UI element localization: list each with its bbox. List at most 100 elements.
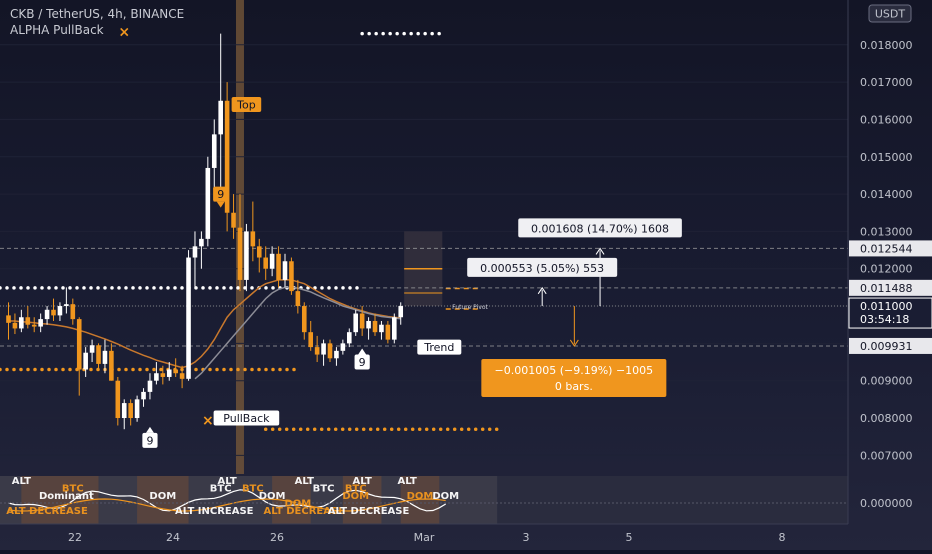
candle-body (154, 373, 159, 381)
candle-body (109, 350, 114, 381)
candle (25, 306, 31, 329)
marker-arrow-icon (216, 201, 225, 208)
candle-body (346, 332, 352, 344)
marker-box (213, 410, 280, 426)
time-tick-label: 22 (68, 531, 82, 544)
candle-body (321, 343, 326, 355)
marker-label: Trend (423, 341, 454, 354)
candle (19, 309, 24, 333)
price-label-box (849, 337, 932, 354)
lower-pane-label: DOM (284, 499, 311, 510)
candle-body (218, 100, 223, 135)
measure-label: −0.001005 (−9.19%) −1005 0 bars. (481, 306, 667, 397)
candle (231, 194, 236, 239)
candle-body (173, 369, 178, 374)
candle-body (308, 332, 314, 348)
currency-badge-box (868, 4, 912, 23)
lower-pane-label: DOM (407, 491, 434, 502)
candle-body (269, 253, 275, 269)
candle-body (12, 322, 18, 329)
candle-body (141, 391, 146, 400)
lower-pane-label: ALT DECREASE (264, 506, 346, 517)
candle-body (128, 403, 133, 419)
candle (31, 317, 37, 333)
candle-body (199, 238, 204, 247)
candle (314, 335, 320, 363)
lower-pane-label: DOM (432, 491, 459, 502)
candle (89, 339, 95, 363)
candle (12, 313, 18, 335)
candle (173, 358, 178, 377)
price-label-text: 0.011000 (860, 300, 913, 313)
marker-box (354, 354, 370, 370)
candle-body (211, 134, 217, 168)
candle (83, 347, 88, 377)
price-label-box (849, 279, 932, 296)
marker-label: 9 (359, 356, 366, 369)
marker-label: 9 (217, 188, 224, 201)
candle-body (57, 306, 63, 316)
candle-body (340, 343, 346, 351)
candle (327, 339, 333, 363)
candle (70, 298, 76, 325)
candle (141, 388, 146, 407)
candle-body (70, 304, 76, 320)
marker-arrow-icon (358, 348, 367, 355)
candle-body (359, 313, 365, 329)
measure-text: 0 bars. (555, 380, 593, 393)
measure-text: 0.000553 (5.05%) 553 (480, 262, 604, 275)
lower-pane-label: DOM (259, 491, 286, 502)
candle (346, 328, 352, 348)
measure-box (467, 257, 618, 277)
candle (224, 82, 230, 232)
marker-label: Top (236, 99, 256, 112)
candle-body (314, 347, 320, 355)
candle (76, 317, 82, 396)
marker-box (231, 97, 262, 113)
price-tick-label: 0.015000 (860, 151, 913, 164)
candle-body (250, 231, 256, 247)
candle (308, 320, 314, 351)
candle-body (192, 246, 198, 258)
indicator-name[interactable]: ALPHA PullBack (10, 23, 104, 37)
candle (166, 362, 172, 381)
candle (385, 320, 391, 344)
cross-icon: × (202, 413, 214, 429)
candle-body (237, 227, 243, 280)
candle (186, 250, 191, 381)
measure-text: 0.001608 (14.70%) 1608 (531, 222, 669, 235)
candle-body (398, 306, 404, 318)
candle (353, 309, 359, 336)
candle-body (186, 257, 191, 379)
measure-arrowhead-icon (537, 286, 547, 295)
candle (289, 257, 294, 295)
candle-body (44, 309, 50, 320)
price-tick-label: 0.009000 (860, 375, 913, 388)
lower-pane-label: BTC (345, 484, 367, 495)
lower-pane-zone (400, 476, 440, 524)
candle-body (263, 257, 268, 269)
time-tick-label: 5 (626, 531, 633, 544)
candle (64, 287, 69, 314)
candle-body (366, 320, 371, 329)
lower-pane-tick-label: 0.000000 (860, 497, 913, 510)
marker-box (213, 186, 229, 202)
candle (321, 339, 326, 366)
signal-marker: 9 (142, 426, 158, 448)
candle (359, 306, 365, 336)
price-tick-label: 0.012000 (860, 263, 913, 276)
candle-body (334, 350, 339, 359)
currency-badge: USDT (868, 4, 912, 23)
symbol-title[interactable]: CKB / TetherUS, 4h, BINANCE (10, 7, 185, 21)
signal-marker: PullBack (213, 410, 280, 426)
lower-pane-label: ALT (12, 476, 31, 487)
candle (154, 362, 159, 385)
time-tick-label: Mar (414, 531, 435, 544)
lower-pane-label: Dominant (39, 491, 94, 502)
candle (199, 231, 204, 269)
price-label: 0.012544 (849, 240, 932, 257)
candle-body (166, 369, 172, 377)
